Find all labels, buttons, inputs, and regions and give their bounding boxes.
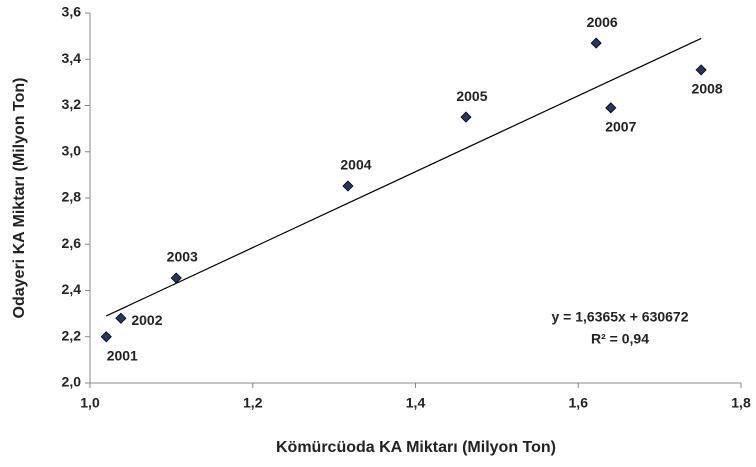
point-label: 2007 [605,119,636,135]
point-label: 2002 [131,312,162,328]
point [115,312,127,324]
x-tick-label: 1,8 [731,395,751,411]
x-tick-label: 1,4 [406,395,426,411]
point [695,64,707,76]
y-axis-title: Odayeri KA Miktarı (Milyon Ton) [11,78,28,319]
x-tick-label: 1,0 [80,395,100,411]
point-label: 2006 [587,14,618,30]
y-tick-label: 3,2 [62,96,82,112]
trendline [106,37,702,317]
point [605,102,617,114]
y-tick-label: 3,6 [62,4,82,20]
point [460,111,472,123]
point-label: 2003 [167,249,198,265]
point [170,272,182,284]
point [100,331,112,343]
point [342,180,354,192]
y-tick-label: 2,8 [62,189,82,205]
point [590,37,602,49]
y-tick-label: 2,2 [62,327,82,343]
point-label: 2001 [107,347,138,363]
y-tick-label: 2,6 [62,235,82,251]
r-squared: R² = 0,94 [591,331,649,347]
point-label: 2004 [340,157,371,173]
y-tick-label: 2,4 [62,281,82,297]
equation: y = 1,6365x + 630672 [551,309,688,325]
point-label: 2005 [456,88,487,104]
x-tick-label: 1,6 [569,395,589,411]
point-label: 2008 [692,81,723,97]
x-axis-title: Kömürcüoda KA Miktarı (Milyon Ton) [276,439,556,456]
y-tick-label: 3,4 [62,50,82,66]
y-tick-label: 2,0 [62,374,82,390]
x-tick-label: 1,2 [243,395,263,411]
y-tick-label: 3,0 [62,142,82,158]
